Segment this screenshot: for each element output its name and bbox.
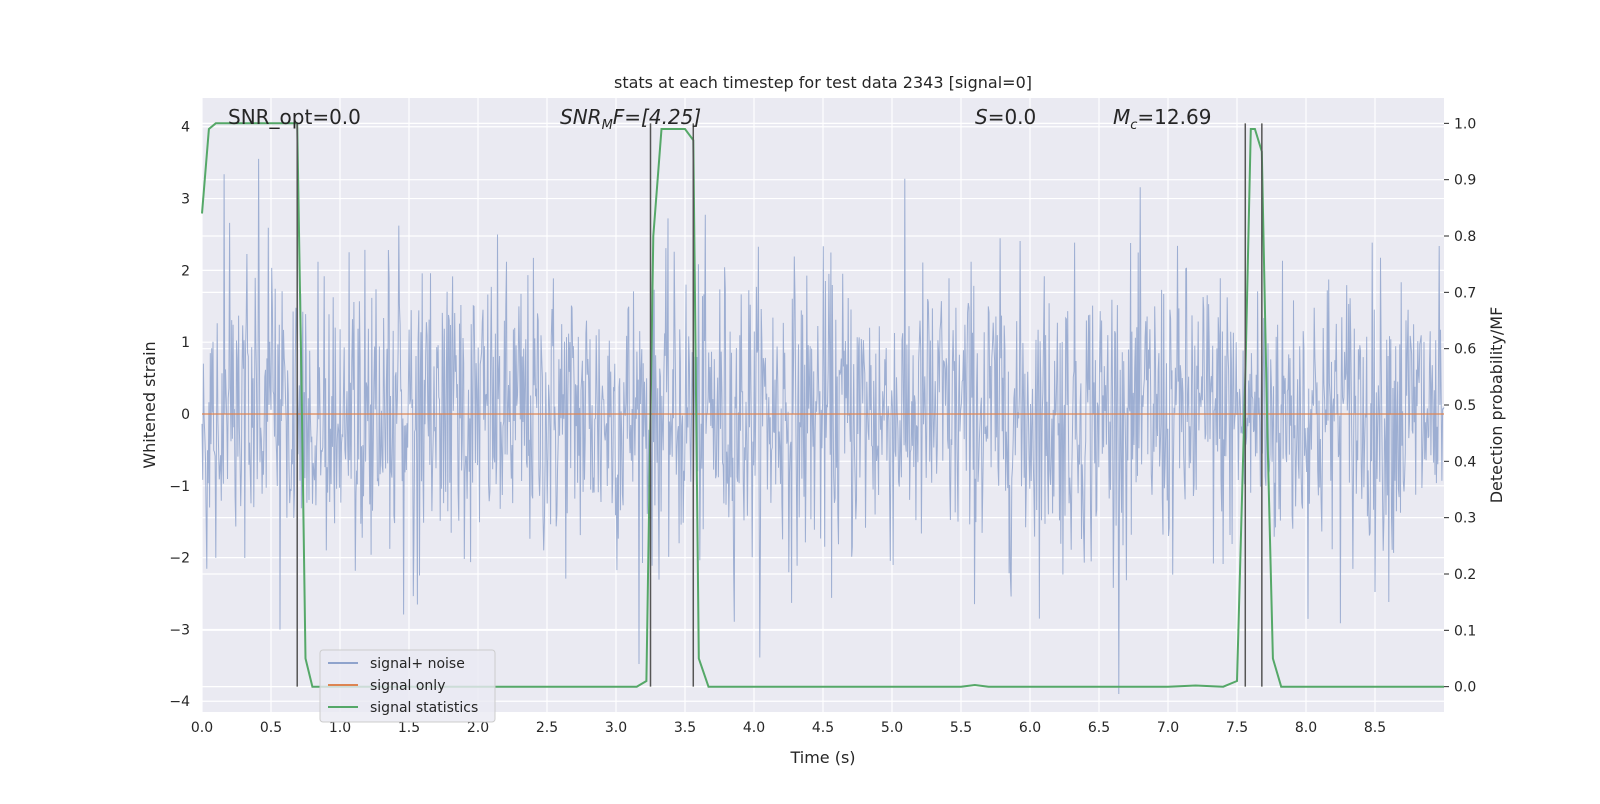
annotation-snr-opt: SNR_opt=0.0 [228,105,361,129]
signal-noise-series [201,158,1445,695]
x-tick-label: 8.5 [1364,720,1386,736]
x-tick-label: 6.5 [1088,720,1110,736]
y-right-tick-label: 0.1 [1454,623,1476,639]
y-right-tick-label: 0.0 [1454,680,1476,696]
y-left-tick-label: −3 [169,622,190,638]
x-tick-label: 7.5 [1226,720,1248,736]
chart-title: stats at each timestep for test data 234… [614,73,1032,92]
legend-box [319,649,496,723]
vertical-markers [296,123,1263,687]
line-series-layer [201,122,1444,688]
x-axis-label: Time (s) [789,748,855,767]
x-tick-label: 1.0 [329,720,351,736]
tick-labels: 0.0 0.5 1.0 1.5 2.0 2.5 3.0 3.5 4.0 4.5 5.0 5.5 6.0 6… [169,116,1476,736]
y-right-tick-label: 0.6 [1454,342,1476,358]
y-left-tick-label: 2 [181,263,190,279]
y-left-tick-label: 3 [181,192,190,208]
x-tick-label: 6.0 [1019,720,1041,736]
annotation-mc: Mc=12.69 [1113,105,1211,133]
x-tick-label: 4.5 [812,720,834,736]
legend-label-signal-only: signal only [370,678,445,694]
x-tick-label: 0.5 [260,720,282,736]
x-tick-label: 3.0 [605,720,627,736]
y-right-tick-label: 0.8 [1454,229,1476,245]
y-left-tick-label: 1 [181,335,190,351]
x-tick-label: 4.0 [743,720,765,736]
x-tick-label: 8.0 [1295,720,1317,736]
x-tick-label: 0.0 [191,720,213,736]
y-right-tick-label: 0.4 [1454,454,1476,470]
legend-label-signal-noise: signal+ noise [370,656,465,672]
y-axis-label-left: Whitened strain [140,341,159,468]
y-right-tick-label: 0.2 [1454,567,1476,583]
y-left-tick-label: 0 [181,407,190,423]
x-tick-label: 2.5 [536,720,558,736]
x-tick-label: 3.5 [674,720,696,736]
y-right-tick-label: 0.5 [1454,398,1476,414]
y-right-tick-label: 1.0 [1454,116,1476,132]
y-axis-label-right: Detection probability/MF [1487,307,1506,504]
x-tick-label: 7.0 [1157,720,1179,736]
x-tick-label: 5.5 [950,720,972,736]
y-left-tick-label: −1 [169,479,190,495]
annotation-s: S=0.0 [975,105,1036,129]
legend-label-signal-statistics: signal statistics [370,700,478,716]
y-left-tick-label: −4 [169,694,190,710]
signal-noise-line [201,158,1445,695]
y-right-tick-label: 0.7 [1454,285,1476,301]
y-left-tick-label: −2 [169,551,190,567]
annotation-snr-mf: SNRMF=[4.25] [560,105,701,133]
x-tick-label: 1.5 [398,720,420,736]
y-left-tick-label: 4 [181,120,190,136]
y-right-tick-label: 0.3 [1454,511,1476,527]
legend: signal+ noise signal only signal statist… [319,649,496,723]
signal-statistics-line [201,122,1444,688]
x-tick-label: 2.0 [467,720,489,736]
x-tick-label: 5.0 [881,720,903,736]
y-right-tick-label: 0.9 [1454,173,1476,189]
